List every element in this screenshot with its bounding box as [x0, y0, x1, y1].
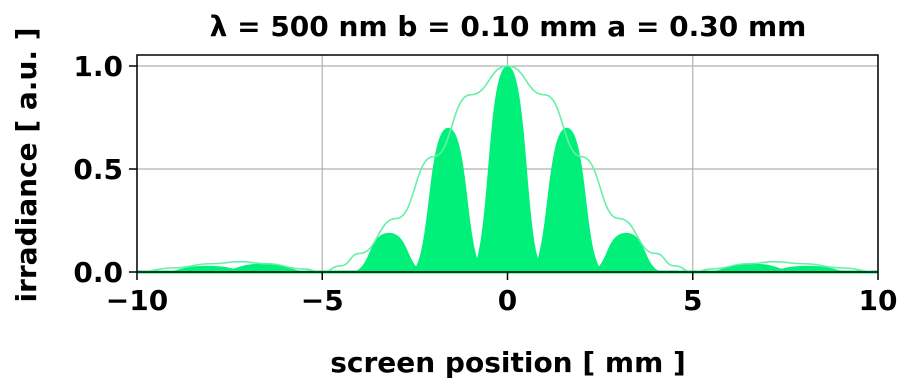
fringe-peak-5 [527, 127, 606, 272]
x-axis-label: screen position [ mm ] [330, 346, 686, 379]
x-tick-label-1: −5 [301, 284, 344, 317]
x-tick-label-3: 5 [683, 284, 702, 317]
x-axis-ticks: −10 −5 0 5 10 [106, 272, 898, 317]
x-tick-label-0: −10 [106, 284, 168, 317]
y-tick-label-0: 0.0 [73, 256, 123, 289]
chart-title: λ = 500 nm b = 0.10 mm a = 0.30 mm [210, 10, 807, 43]
fringe-peak-6 [587, 232, 665, 272]
fringe-peak-2 [350, 232, 428, 272]
envelope-line [136, 65, 879, 273]
x-tick-label-4: 10 [859, 284, 898, 317]
fringe-peak-8 [753, 265, 862, 272]
y-tick-label-2: 1.0 [73, 50, 123, 83]
x-tick-label-2: 0 [498, 284, 517, 317]
fringe-peak-1 [209, 263, 317, 272]
y-tick-label-1: 0.5 [73, 153, 123, 186]
y-axis-label: irradiance [ a.u. ] [10, 27, 43, 302]
fringe-peak-3 [409, 127, 488, 272]
fringe-peak-4 [468, 66, 547, 272]
y-axis-ticks: 0.0 0.5 1.0 [73, 50, 137, 289]
